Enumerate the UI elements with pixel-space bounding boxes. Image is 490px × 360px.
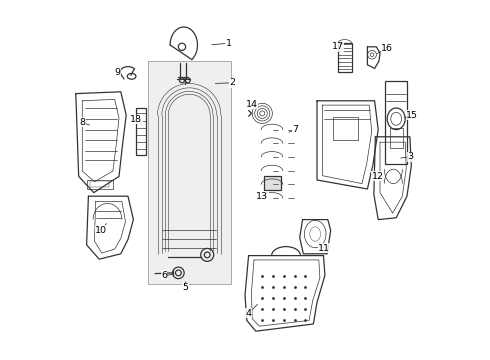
Text: 17: 17 [332, 42, 344, 51]
Bar [90, 181, 109, 187]
Text: 13: 13 [256, 192, 269, 201]
Text: 2: 2 [229, 78, 235, 87]
Text: 5: 5 [183, 284, 189, 292]
Bar [264, 176, 281, 190]
Text: 6: 6 [161, 271, 167, 280]
Bar [333, 117, 358, 140]
Text: 12: 12 [371, 172, 384, 181]
Text: 4: 4 [245, 309, 251, 318]
Bar [148, 61, 231, 284]
Text: 7: 7 [293, 125, 298, 134]
Text: 3: 3 [408, 152, 414, 161]
Bar [190, 75, 213, 84]
Text: 15: 15 [406, 111, 418, 120]
Text: 16: 16 [381, 44, 393, 53]
Text: 10: 10 [95, 226, 107, 235]
Text: 9: 9 [114, 68, 120, 77]
Text: 1: 1 [226, 39, 232, 48]
Bar [338, 43, 351, 72]
Bar [87, 180, 113, 189]
Bar [386, 81, 407, 164]
Bar [390, 128, 403, 148]
Text: 11: 11 [318, 244, 330, 253]
Text: 18: 18 [130, 115, 142, 124]
Text: 14: 14 [245, 100, 257, 109]
Text: 8: 8 [79, 118, 85, 127]
Bar [136, 108, 147, 155]
